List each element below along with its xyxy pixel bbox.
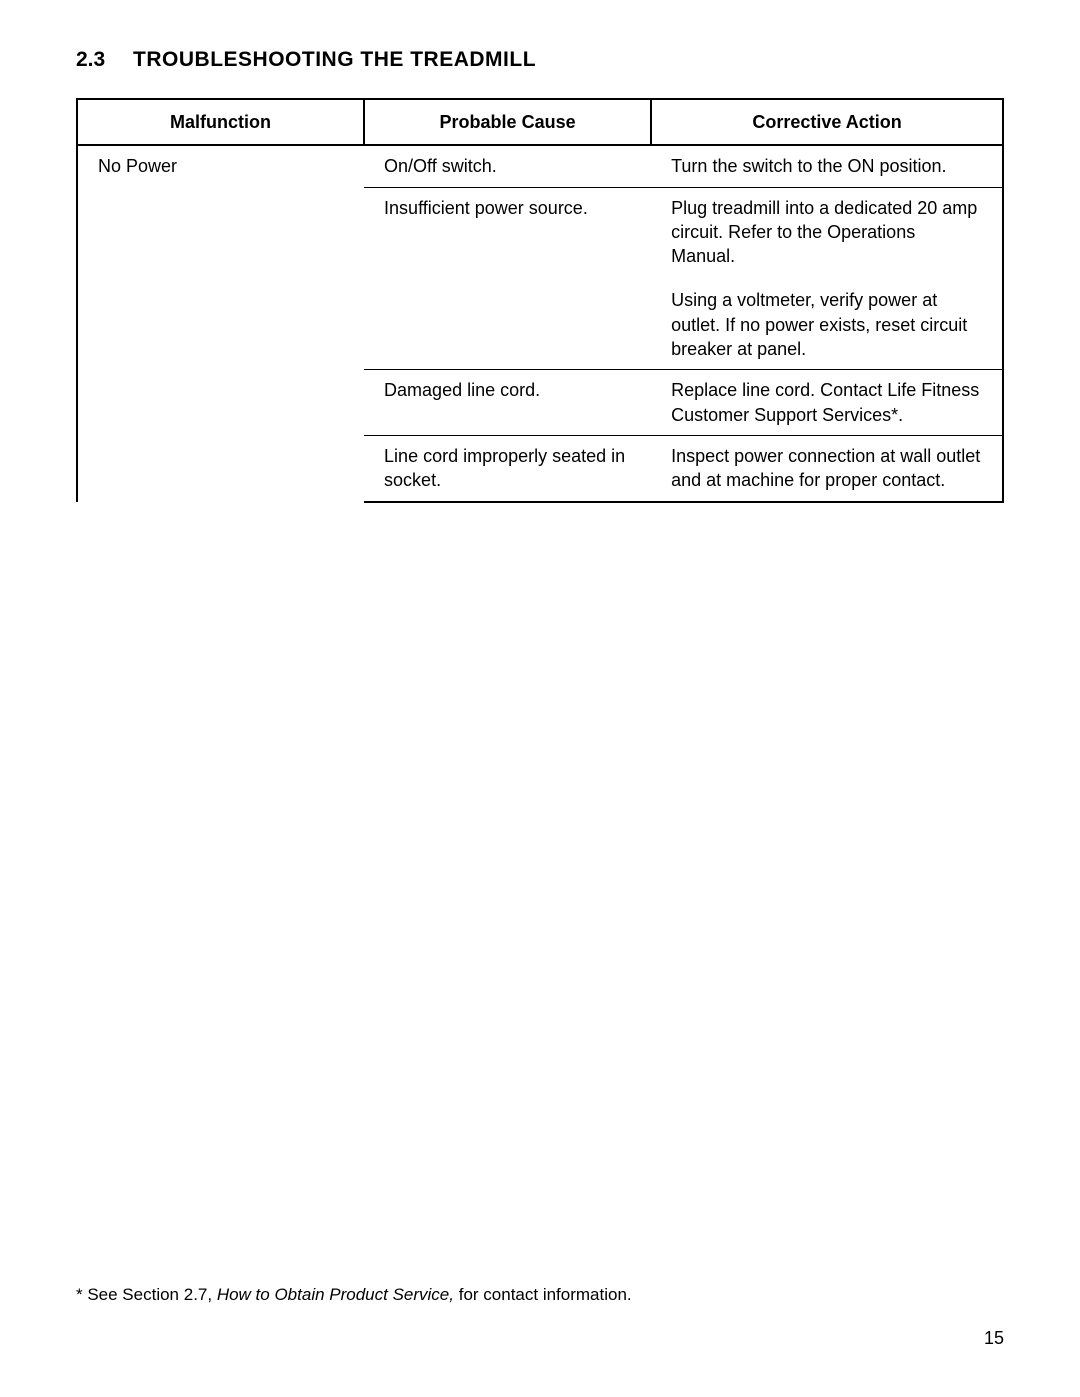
- section-number: 2.3: [76, 48, 105, 71]
- footnote-prefix: * See Section 2.7,: [76, 1285, 217, 1304]
- cell-cause: Damaged line cord.: [364, 370, 651, 436]
- section-title: TROUBLESHOOTING THE TREADMILL: [133, 48, 536, 71]
- footnote-suffix: for contact information.: [454, 1285, 632, 1304]
- table-row: No Power On/Off switch. Turn the switch …: [77, 145, 1003, 187]
- cell-cause: Insufficient power source.: [364, 187, 651, 370]
- col-header-malfunction: Malfunction: [77, 99, 364, 145]
- footnote-italic: How to Obtain Product Service,: [217, 1285, 454, 1304]
- cell-action: Inspect power connection at wall outlet …: [651, 435, 1003, 501]
- cell-action: Replace line cord. Contact Life Fitness …: [651, 370, 1003, 436]
- page: 2.3 TROUBLESHOOTING THE TREADMILL Malfun…: [0, 0, 1080, 1397]
- cell-cause: Line cord improperly seated in socket.: [364, 435, 651, 501]
- table-header-row: Malfunction Probable Cause Corrective Ac…: [77, 99, 1003, 145]
- cell-malfunction: No Power: [77, 145, 364, 501]
- page-number: 15: [984, 1328, 1004, 1349]
- troubleshooting-table: Malfunction Probable Cause Corrective Ac…: [76, 98, 1004, 503]
- section-heading: 2.3 TROUBLESHOOTING THE TREADMILL: [76, 48, 1004, 72]
- cell-action: Plug treadmill into a dedicated 20 amp c…: [651, 187, 1003, 276]
- footnote: * See Section 2.7, How to Obtain Product…: [76, 1285, 632, 1305]
- cell-action: Using a voltmeter, verify power at outle…: [651, 276, 1003, 369]
- col-header-action: Corrective Action: [651, 99, 1003, 145]
- cell-action: Turn the switch to the ON position.: [651, 145, 1003, 187]
- col-header-cause: Probable Cause: [364, 99, 651, 145]
- cell-cause: On/Off switch.: [364, 145, 651, 187]
